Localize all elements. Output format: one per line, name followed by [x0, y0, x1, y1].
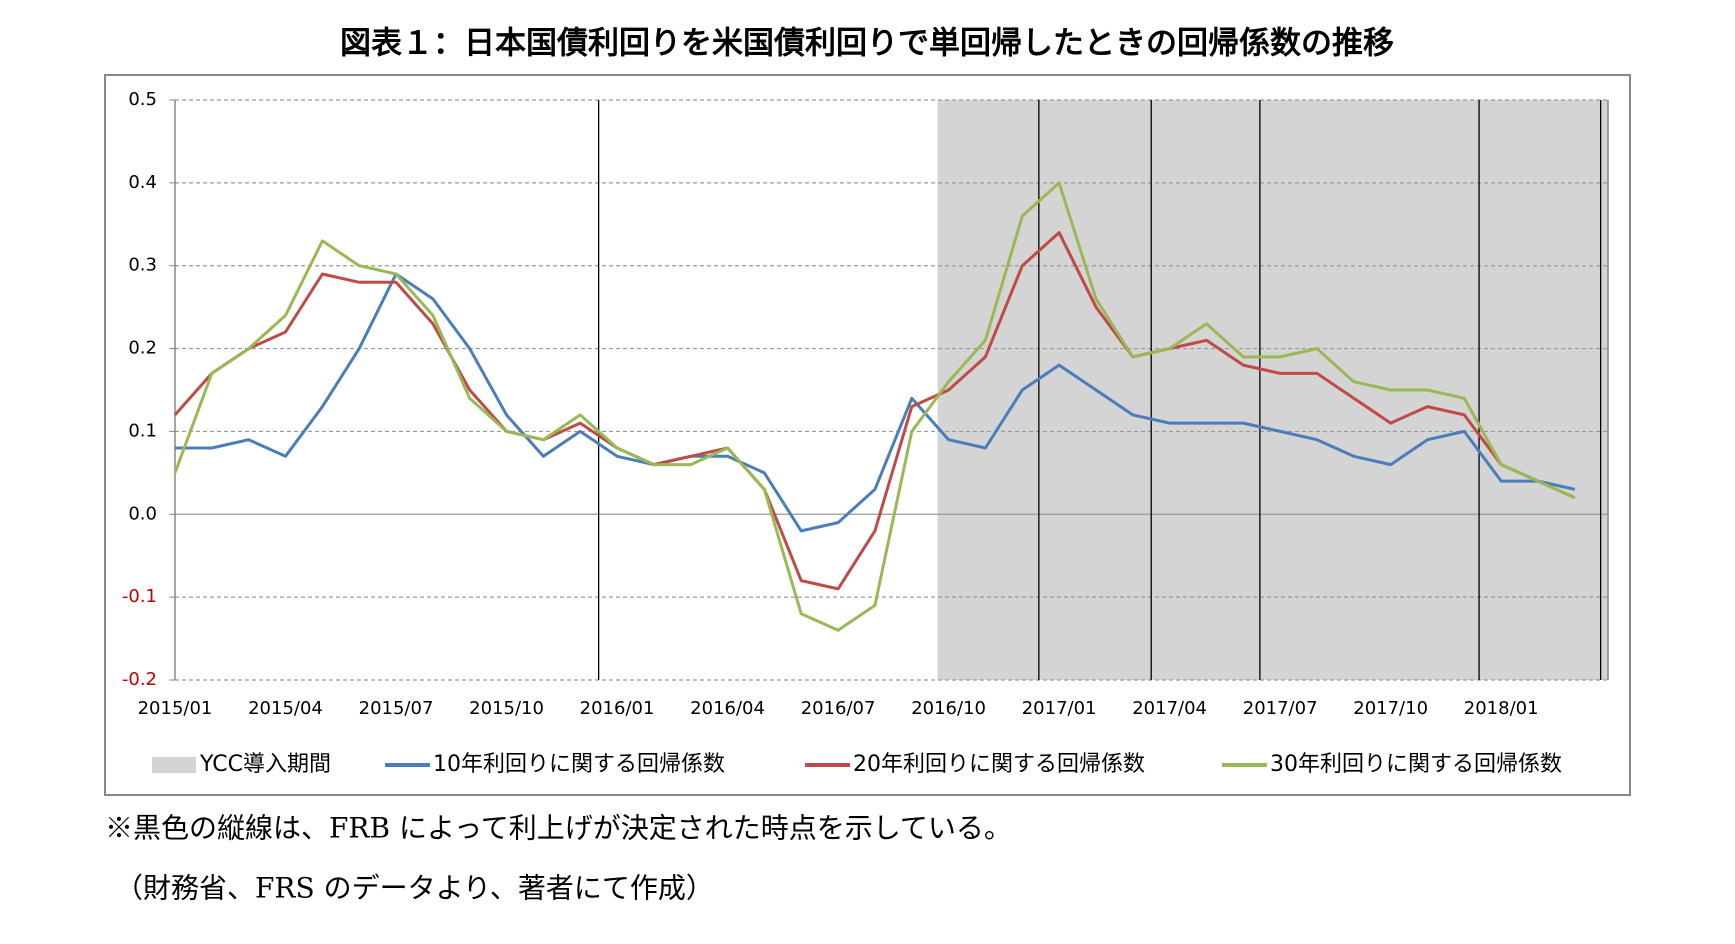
x-tick-label: 2015/07 — [359, 698, 434, 719]
note: ※黒色の縦線は、FRB によって利上げが決定された時点を示している。 — [105, 812, 1012, 845]
series-line — [173, 231, 1576, 591]
y-tick-label: 0.3 — [128, 255, 157, 276]
x-tick-label: 2017/10 — [1353, 698, 1428, 719]
y-tick-label: -0.2 — [122, 669, 157, 690]
x-tick-label: 2015/10 — [469, 698, 544, 719]
x-tick-label: 2018/01 — [1464, 698, 1539, 719]
legend-label: YCC導入期間 — [199, 752, 331, 777]
legend-label: 10年利回りに関する回帰係数 — [433, 752, 725, 777]
x-tick-label: 2017/07 — [1243, 698, 1318, 719]
x-tick-label: 2017/01 — [1022, 698, 1097, 719]
note: （財務省、FRS のデータより、著者にて作成） — [115, 872, 714, 905]
x-tick-label: 2016/07 — [801, 698, 876, 719]
ycc-shade — [937, 100, 1608, 680]
series-line — [173, 181, 1576, 632]
legend-label: 20年利回りに関する回帰係数 — [853, 752, 1145, 777]
y-tick-label: 0.5 — [128, 89, 157, 110]
chart-frame — [104, 74, 1631, 796]
x-tick-label: 2017/04 — [1132, 698, 1207, 719]
x-tick-label: 2016/01 — [580, 698, 655, 719]
x-tick-label: 2016/04 — [690, 698, 765, 719]
y-tick-label: -0.1 — [122, 586, 157, 607]
legend-label: 30年利回りに関する回帰係数 — [1270, 752, 1562, 777]
series-line — [175, 272, 1576, 533]
x-tick-label: 2015/01 — [138, 698, 213, 719]
y-tick-label: 0.0 — [128, 503, 157, 524]
chart-title: 図表１：日本国債利回りを米国債利回りで単回帰したときの回帰係数の推移 — [340, 26, 1394, 62]
legend-swatch — [152, 757, 196, 773]
y-tick-label: 0.1 — [128, 420, 157, 441]
x-tick-label: 2015/04 — [248, 698, 323, 719]
x-tick-label: 2016/10 — [911, 698, 986, 719]
y-tick-label: 0.4 — [128, 172, 157, 193]
y-tick-label: 0.2 — [128, 338, 157, 359]
